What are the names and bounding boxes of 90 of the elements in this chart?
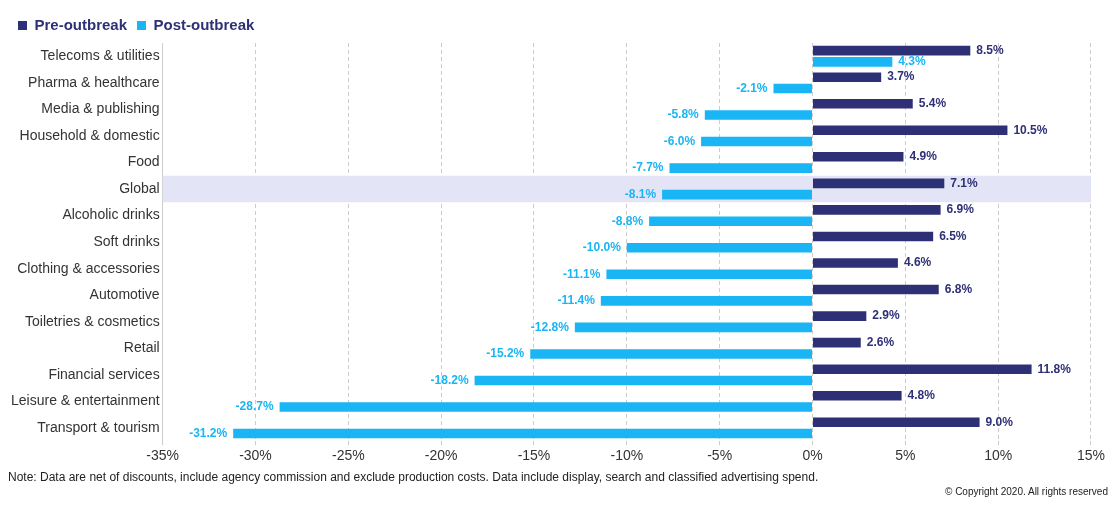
bar — [530, 349, 812, 359]
bar — [233, 428, 812, 439]
data-label: -8.1% — [624, 186, 657, 201]
data-label: 5.4% — [918, 96, 947, 111]
data-label: 2.6% — [866, 334, 895, 349]
x-tick-label: -15% — [517, 447, 551, 464]
bar — [812, 125, 1008, 136]
bar — [812, 231, 934, 242]
y-tick-label: Household & domestic — [19, 126, 160, 143]
bar — [812, 337, 861, 348]
bar — [606, 269, 812, 280]
data-label: 6.5% — [939, 228, 967, 243]
bar — [812, 57, 893, 67]
bar — [704, 110, 812, 120]
y-tick-label: Toiletries & cosmetics — [25, 312, 160, 329]
data-label: -11.4% — [557, 293, 596, 308]
bar — [812, 364, 1032, 374]
legend-label: Post-outbreak — [153, 15, 256, 33]
x-tick-label: 15% — [1076, 447, 1106, 464]
bar — [600, 296, 812, 306]
y-tick-label: Food — [127, 153, 160, 170]
bar — [474, 375, 812, 386]
data-label: -11.1% — [563, 266, 601, 281]
x-tick-label: -5% — [707, 447, 733, 464]
y-tick-label: Financial services — [48, 365, 160, 382]
data-label: -8.8% — [611, 213, 644, 228]
text: © Copyright 2020. All rights reserved — [944, 486, 1108, 497]
data-label: -5.8% — [667, 107, 700, 122]
bar — [812, 311, 867, 321]
bar — [626, 242, 812, 253]
bar — [669, 163, 812, 173]
data-label: 6.8% — [944, 281, 973, 296]
bar — [812, 45, 971, 56]
data-label: -18.2% — [430, 372, 469, 387]
data-label: 2.9% — [872, 308, 901, 323]
bar — [574, 322, 812, 333]
x-tick-label: -35% — [146, 447, 179, 464]
y-tick-label: Retail — [123, 339, 160, 356]
bar — [812, 72, 882, 82]
bar — [812, 284, 939, 295]
bar — [662, 189, 812, 200]
y-tick-label: Alcoholic drinks — [62, 206, 160, 223]
data-label: 11.8% — [1037, 361, 1072, 376]
data-label: 4.8% — [907, 388, 936, 403]
data-label: -15.2% — [486, 346, 525, 361]
bar — [812, 258, 898, 268]
data-label: 4.9% — [909, 149, 938, 164]
data-label: -12.8% — [530, 319, 570, 334]
y-tick-label: Global — [119, 179, 160, 196]
bar — [812, 178, 945, 189]
bar — [812, 98, 913, 109]
data-label: -28.7% — [235, 399, 274, 414]
data-label: 6.9% — [946, 202, 975, 217]
y-tick-label: Transport & tourism — [37, 418, 160, 435]
data-label: -2.1% — [736, 80, 768, 95]
legend-label: Pre-outbreak — [34, 15, 128, 33]
data-label: 4.3% — [898, 54, 926, 69]
y-tick-label: Automotive — [89, 286, 160, 303]
y-tick-label: Leisure & entertainment — [11, 392, 160, 409]
data-label: -7.7% — [632, 160, 664, 175]
bar — [701, 136, 812, 147]
y-tick-label: Media & publishing — [41, 100, 160, 117]
bar — [812, 417, 980, 428]
data-label: -31.2% — [189, 425, 228, 440]
data-label: 10.5% — [1013, 122, 1048, 137]
data-label: 8.5% — [976, 42, 1004, 57]
y-tick-label: Telecoms & utilities — [40, 47, 160, 64]
y-tick-label: Pharma & healthcare — [28, 73, 160, 90]
bar — [649, 216, 812, 226]
data-label: 7.1% — [950, 175, 978, 190]
data-label: -6.0% — [663, 133, 696, 148]
x-tick-label: -20% — [424, 447, 458, 464]
bar — [812, 390, 902, 401]
data-label: -10.0% — [582, 240, 622, 255]
y-tick-label: Clothing & accessories — [17, 259, 160, 276]
x-tick-label: -30% — [239, 447, 272, 464]
bar — [812, 152, 904, 162]
text: Note: Data are net of discounts, include agency commission and exclude production costs. Data include display, search and classified advertising spend. — [8, 470, 820, 484]
x-tick-label: 10% — [984, 447, 1013, 464]
data-label: 4.6% — [903, 255, 932, 270]
bar — [812, 205, 941, 215]
x-tick-label: 0% — [802, 447, 823, 464]
y-tick-label: Soft drinks — [93, 232, 160, 249]
x-tick-label: 5% — [895, 447, 916, 464]
x-tick-label: -10% — [610, 447, 644, 464]
data-label: 9.0% — [985, 414, 1014, 429]
x-tick-label: -25% — [331, 447, 365, 464]
bar — [773, 83, 812, 94]
data-label: 3.7% — [887, 69, 915, 84]
bar — [279, 402, 812, 412]
